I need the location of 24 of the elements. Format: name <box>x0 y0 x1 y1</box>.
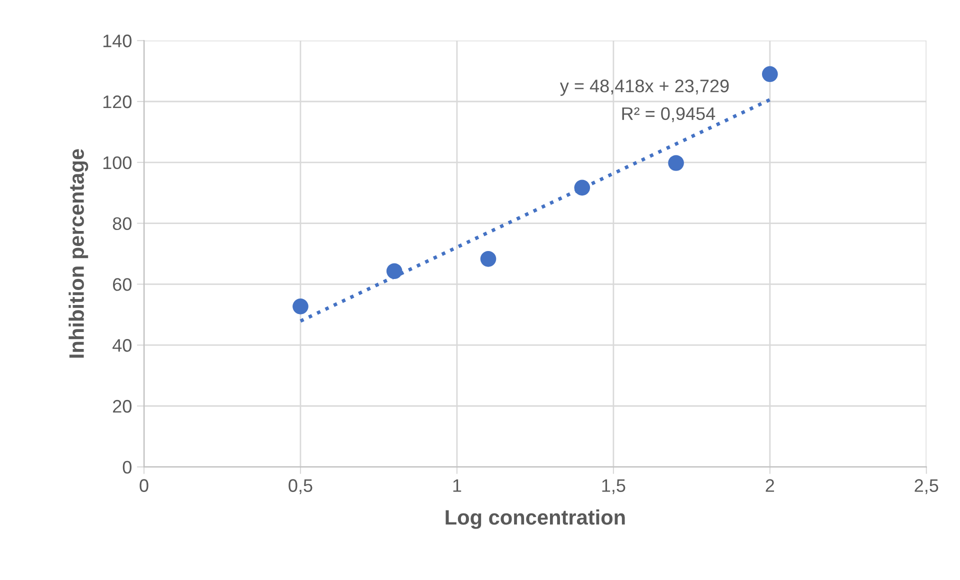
y-tick-label: 40 <box>112 339 132 352</box>
annotation: y = 48,418x + 23,729 <box>560 80 729 96</box>
point <box>386 263 402 280</box>
x-tick-label: 2,5 <box>914 479 938 494</box>
point <box>574 180 590 196</box>
x-axis-title: Log concentration <box>446 509 625 529</box>
point <box>668 155 684 171</box>
y-tick-label: 100 <box>103 156 132 170</box>
annotation: R² = 0,9454 <box>622 107 716 122</box>
y-tick-label: 120 <box>103 95 132 108</box>
point <box>762 66 778 82</box>
x-tick-label: 2 <box>766 479 774 492</box>
y-axis-title: Inhibition percentage <box>68 149 88 358</box>
point <box>292 298 308 314</box>
x-tick-label: 0 <box>140 479 148 492</box>
point <box>480 251 496 267</box>
y-tick-label: 60 <box>113 278 132 291</box>
y-tick-label: 80 <box>112 217 132 230</box>
y-tick-label: 140 <box>103 34 132 48</box>
x-tick-label: 1 <box>453 479 462 492</box>
x-tick-label: 1,5 <box>602 479 626 494</box>
y-tick-label: 20 <box>113 400 132 413</box>
y-tick-label: 0 <box>122 460 132 474</box>
x-tick-label: 0,5 <box>288 479 312 494</box>
